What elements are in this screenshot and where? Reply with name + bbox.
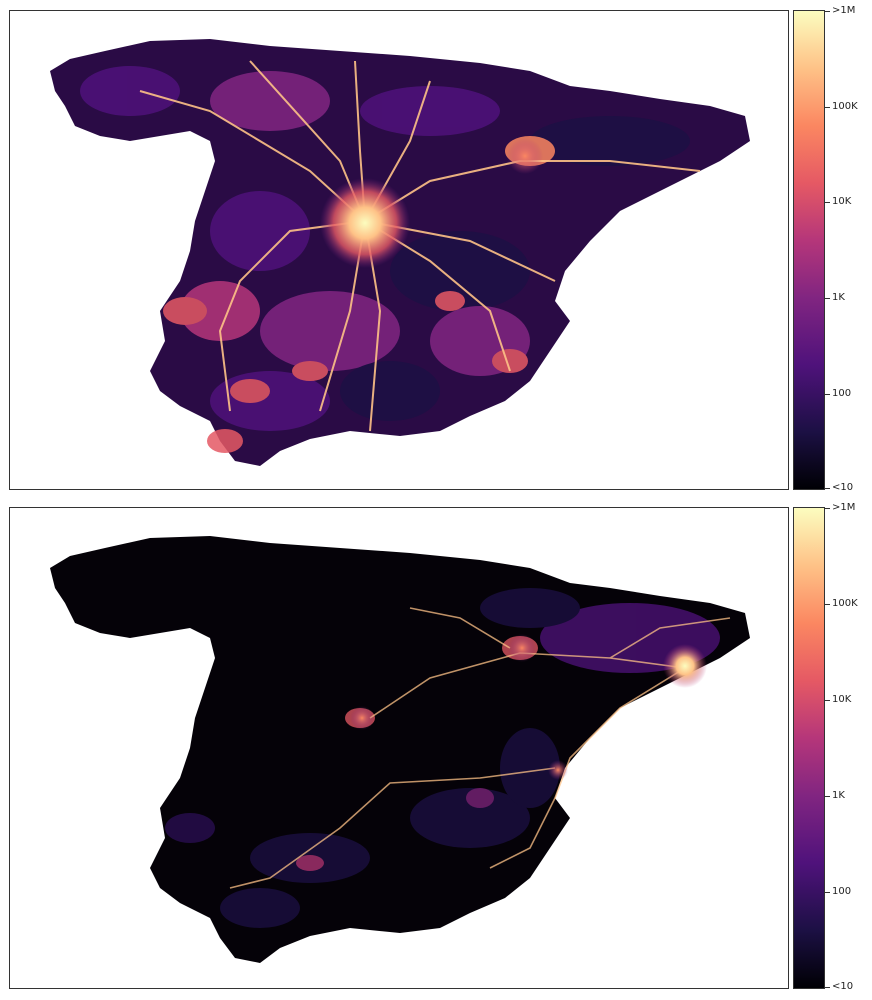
spain-landmass <box>50 536 750 963</box>
colorbar-gradient <box>794 11 824 489</box>
zaragoza-hotspot <box>508 634 536 662</box>
colorbar-label: 1K <box>832 790 845 801</box>
colorbar-label: 100 <box>832 388 852 399</box>
colorbar-label: 10K <box>832 196 852 207</box>
colorbar-top: >1M 100K 10K 1K 100 <10 <box>793 6 858 493</box>
region-blotches <box>80 66 690 453</box>
valencia-hotspot <box>548 760 568 780</box>
zaragoza-hotspot <box>507 138 543 174</box>
madrid-hotspot <box>350 706 374 730</box>
colorbar-label: >1M <box>832 502 856 513</box>
colorbar-label: 100K <box>832 598 858 609</box>
colorbar-label: 100 <box>832 886 852 897</box>
colorbar-gradient <box>794 508 824 988</box>
colorbar-label: 1K <box>832 292 845 303</box>
spain-map-bottom <box>50 536 750 963</box>
colorbar-bottom: >1M 100K 10K 1K 100 <10 <box>793 503 858 992</box>
map-panel-bottom <box>9 507 789 989</box>
barcelona-hotspot <box>663 644 707 688</box>
colorbar-label: 10K <box>832 694 852 705</box>
madrid-hotspot <box>320 178 410 268</box>
colorbar-label: <10 <box>832 981 854 992</box>
colorbar-label: 100K <box>832 101 858 112</box>
map-panel-top <box>9 10 789 490</box>
spain-map-top <box>50 39 750 466</box>
colorbar-label: >1M <box>832 5 856 16</box>
colorbar-label: <10 <box>832 482 854 493</box>
